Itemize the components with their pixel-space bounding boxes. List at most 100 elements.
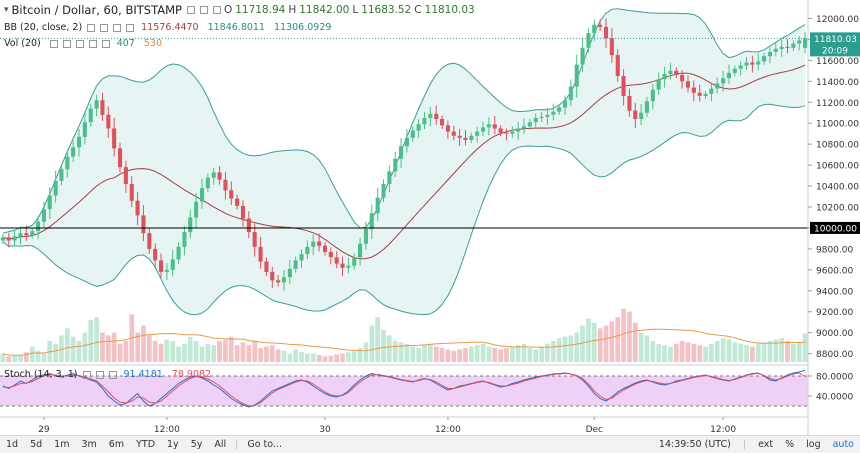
settings-icon[interactable] <box>95 371 104 379</box>
bb-band-fill <box>2 8 806 315</box>
symbol-title[interactable]: Bitcoin / Dollar, 60, BITSTAMP <box>11 3 182 17</box>
price-axis[interactable]: 12000.0011800.0011600.0011400.0011200.00… <box>807 0 860 435</box>
candle-body <box>340 263 345 268</box>
candle-body <box>229 190 234 199</box>
auto-toggle[interactable]: auto <box>832 439 854 450</box>
symbol-legend: ▾ Bitcoin / Dollar, 60, BITSTAMP O 11718.… <box>4 3 475 17</box>
candle-body <box>416 124 421 131</box>
volume-bar <box>773 339 779 362</box>
candle-body <box>24 233 29 236</box>
volume-bar <box>662 345 667 362</box>
candle-body <box>293 260 298 269</box>
volume-bar <box>18 355 23 362</box>
volume-bar <box>785 341 790 362</box>
volume-bar <box>422 345 427 362</box>
candle-body <box>440 119 445 126</box>
candle-body <box>182 232 187 247</box>
candle-body <box>223 179 228 191</box>
candle-body <box>194 201 199 218</box>
vol-label[interactable]: Vol (20) <box>4 38 41 49</box>
stoch-label[interactable]: Stoch (14, 3, 1) <box>4 369 78 380</box>
candle-body <box>650 89 655 102</box>
close-icon[interactable] <box>199 6 208 14</box>
volume-bar <box>515 345 521 362</box>
candle-body <box>703 93 708 96</box>
bb-basis-value: 11576.4470 <box>141 22 199 33</box>
close-icon[interactable] <box>108 371 117 379</box>
volume-bar <box>779 338 784 362</box>
volume-bar <box>346 352 351 362</box>
last-price-tag-label: 11810.03 <box>814 35 857 45</box>
candle-body <box>47 195 52 210</box>
percent-toggle[interactable]: % <box>785 439 795 450</box>
stoch-d-value: 78.9082 <box>171 369 212 380</box>
candle-body <box>434 113 439 119</box>
volume-bar <box>609 321 615 362</box>
chart-canvas[interactable]: 12000.0011800.0011600.0011400.0011200.00… <box>0 0 860 435</box>
volume-bar <box>375 317 380 362</box>
eye-icon[interactable] <box>82 371 91 379</box>
volume-bar <box>223 339 228 362</box>
volume-bar <box>796 342 802 362</box>
volume-bar <box>111 332 117 362</box>
chevron-down-icon[interactable]: ▾ <box>4 5 9 15</box>
candle-body <box>691 87 696 93</box>
volume-bar <box>474 345 480 362</box>
candle-body <box>639 112 644 119</box>
settings-icon[interactable] <box>62 40 71 48</box>
eye-icon[interactable] <box>87 24 96 32</box>
range-all[interactable]: All <box>214 439 227 450</box>
volume-bar <box>457 349 462 362</box>
volume-bar <box>59 335 64 362</box>
volume-bar <box>767 341 773 362</box>
range-1y[interactable]: 1y <box>167 439 179 450</box>
candle-body <box>235 198 240 206</box>
candle-body <box>709 88 714 94</box>
candle-body <box>30 231 35 236</box>
candle-body <box>779 46 784 49</box>
volume-bar <box>211 345 217 362</box>
range-6m[interactable]: 6m <box>108 439 125 450</box>
volume-bar <box>369 325 375 362</box>
bb-label[interactable]: BB (20, close, 2) <box>4 22 83 33</box>
log-toggle[interactable]: log <box>806 439 821 450</box>
candle-body <box>457 135 462 138</box>
range-5y[interactable]: 5y <box>190 439 203 450</box>
candle-body <box>317 241 322 246</box>
candle-body <box>697 92 702 96</box>
candle-body <box>580 47 585 65</box>
volume-bar <box>656 343 662 362</box>
more-icon[interactable] <box>212 6 221 14</box>
more-icon[interactable] <box>88 40 97 48</box>
range-5d[interactable]: 5d <box>30 439 43 450</box>
settings-icon[interactable] <box>100 24 109 32</box>
goto-button[interactable]: Go to... <box>247 439 282 450</box>
price-tick-label: 12000.00 <box>816 15 859 25</box>
volume-bar <box>480 343 486 362</box>
volume-bar <box>744 345 749 362</box>
eye-icon[interactable] <box>49 40 58 48</box>
range-3m[interactable]: 3m <box>81 439 97 450</box>
ohlc-low-key: L <box>352 4 359 16</box>
volume-bar <box>492 348 498 362</box>
range-1m[interactable]: 1m <box>54 439 70 450</box>
ext-toggle[interactable]: ext <box>758 439 774 450</box>
range-1d[interactable]: 1d <box>6 439 19 450</box>
volume-bar <box>621 308 626 362</box>
more-icon[interactable] <box>126 24 135 32</box>
close-icon[interactable] <box>113 24 122 32</box>
close-icon[interactable] <box>75 40 84 48</box>
price-level-line[interactable] <box>0 37 808 229</box>
range-ytd[interactable]: YTD <box>136 439 156 450</box>
volume-bar <box>106 335 111 362</box>
volume-bar <box>650 341 656 362</box>
candle-body <box>551 111 556 115</box>
expand-icon[interactable] <box>101 40 110 48</box>
settings-icon[interactable] <box>186 6 195 14</box>
candle-body <box>258 246 263 262</box>
price-tick-label: 10200.00 <box>816 203 859 213</box>
clock-time: 14:39:50 (UTC) <box>658 439 731 450</box>
time-axis[interactable]: 2912:003012:00Dec12:00212:00312:00412:00… <box>0 416 860 435</box>
volume-bar <box>264 346 269 362</box>
candle-body <box>159 260 164 272</box>
